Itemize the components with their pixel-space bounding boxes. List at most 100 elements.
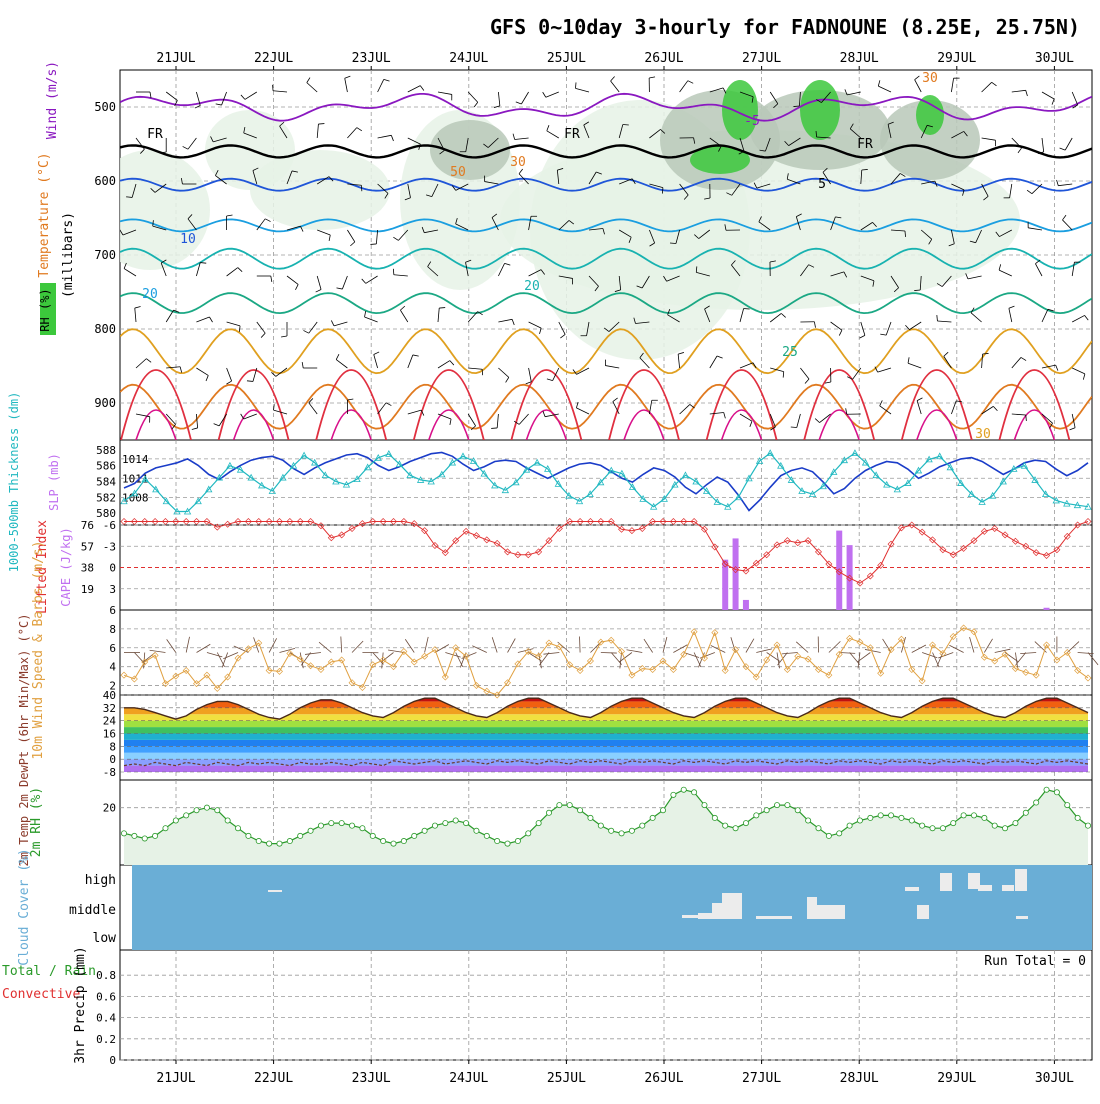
rh-axis-title: RH (%): [38, 288, 52, 331]
rh-point: [774, 803, 779, 808]
precip-legend-convective: Convective: [2, 987, 80, 1002]
rh-point: [837, 831, 842, 836]
rh-point: [868, 815, 873, 820]
wind-barb: [394, 275, 408, 276]
cape-tick-label: 76: [81, 519, 94, 532]
wind-barb-flag: [146, 359, 151, 363]
lifted-tick-label: -6: [103, 519, 116, 532]
rh-point: [577, 808, 582, 813]
wind-barb-flag: [302, 362, 303, 368]
isotherm-label: 50: [450, 165, 466, 180]
wind-barb-flag: [623, 124, 629, 125]
wind-barb: [1078, 653, 1094, 654]
wind-barb: [438, 92, 452, 94]
wind-barb-flag: [413, 355, 419, 356]
date-label: 23JUL: [352, 1071, 391, 1086]
pressure-tick-label: 600: [94, 174, 116, 188]
date-label: 25JUL: [547, 1071, 586, 1086]
wind-barb-flag: [241, 414, 244, 419]
rh-point: [235, 826, 240, 831]
rh-point: [588, 815, 593, 820]
rh-point: [940, 826, 945, 831]
wind-barb-flag: [345, 76, 351, 78]
wind-barb: [680, 81, 688, 92]
rh-shading: [90, 76, 1092, 440]
wind-barb: [1012, 90, 1026, 92]
cape-tick-label: 19: [81, 583, 94, 596]
wind-barb: [408, 410, 421, 414]
rh-point: [443, 820, 448, 825]
temp-tick-label: -8: [103, 766, 116, 779]
wind-barb-flag: [1021, 357, 1026, 360]
isotherm-line: [234, 410, 274, 440]
rh-contour: [430, 120, 510, 180]
wind-barb: [529, 322, 542, 328]
wind-barb: [1058, 184, 1072, 186]
wind-barb: [521, 92, 528, 104]
wind-barb-flag: [611, 77, 615, 81]
wind-barb-flag: [274, 404, 275, 410]
wind-barb-flag: [239, 326, 240, 332]
wind-barb-flag: [307, 78, 310, 83]
wind-barb-flag: [1026, 90, 1028, 96]
rh-point: [557, 803, 562, 808]
wind-barb: [196, 317, 209, 322]
wind-barb: [1028, 228, 1042, 230]
wind-barb: [711, 645, 725, 652]
wind-barb: [883, 639, 891, 653]
cloud-block: [978, 885, 992, 891]
wind-barb-flag: [271, 276, 272, 282]
rh-tick-label: 20: [103, 802, 116, 815]
cloud-block: [712, 903, 722, 919]
wind-barb-flag: [999, 264, 1001, 270]
wind-barb: [545, 414, 559, 417]
wind-barb: [1016, 653, 1026, 665]
temp-tick-label: 40: [103, 689, 116, 702]
rh-point: [194, 808, 199, 813]
cloud-block: [1016, 916, 1028, 919]
temp-color-band: [120, 734, 1092, 740]
wind-barb: [912, 645, 926, 653]
wind-barb-flag: [491, 428, 497, 429]
wind-barb-flag: [1060, 148, 1066, 150]
wind-barb: [644, 639, 653, 652]
wind-barb: [865, 649, 881, 652]
rh-point: [546, 810, 551, 815]
rh-point: [474, 828, 479, 833]
date-label: 27JUL: [742, 51, 781, 66]
frame-p8: [120, 950, 1092, 1060]
rh-point: [163, 826, 168, 831]
wind-barb-flag: [575, 82, 576, 88]
isotherm-label: 30: [922, 71, 938, 86]
rh-point: [277, 841, 282, 846]
wind-speed-line: [124, 628, 1088, 695]
wind-barb: [135, 308, 136, 322]
wind-barb: [460, 653, 466, 668]
wind-barb: [937, 653, 943, 668]
wind-barb: [1062, 220, 1072, 230]
wind-barb: [605, 366, 619, 368]
wind-barb-flag: [781, 313, 785, 317]
wind-barb: [782, 653, 798, 654]
wind-barb-flag: [505, 263, 511, 265]
wind-barb: [1012, 357, 1021, 368]
wind-barb: [345, 78, 348, 92]
date-label: 29JUL: [937, 1071, 976, 1086]
rh-point: [671, 792, 676, 797]
temp-color-band: [120, 740, 1092, 746]
rh-point: [723, 823, 728, 828]
wind-barb-flag: [547, 379, 553, 381]
wind-barb: [347, 128, 356, 138]
isotherm-label: FR: [147, 127, 163, 142]
lifted-tick-label: -3: [103, 540, 116, 553]
wind-barb: [756, 649, 772, 653]
wind-barb-flag: [261, 333, 265, 337]
cloud-axis-title: Cloud Cover (%): [17, 848, 32, 965]
rh-point: [920, 823, 925, 828]
date-label: 24JUL: [449, 51, 488, 66]
rh-point: [951, 820, 956, 825]
wind-barb: [307, 83, 317, 92]
cloud-block: [917, 905, 929, 919]
temp-tick-label: 0: [109, 753, 116, 766]
